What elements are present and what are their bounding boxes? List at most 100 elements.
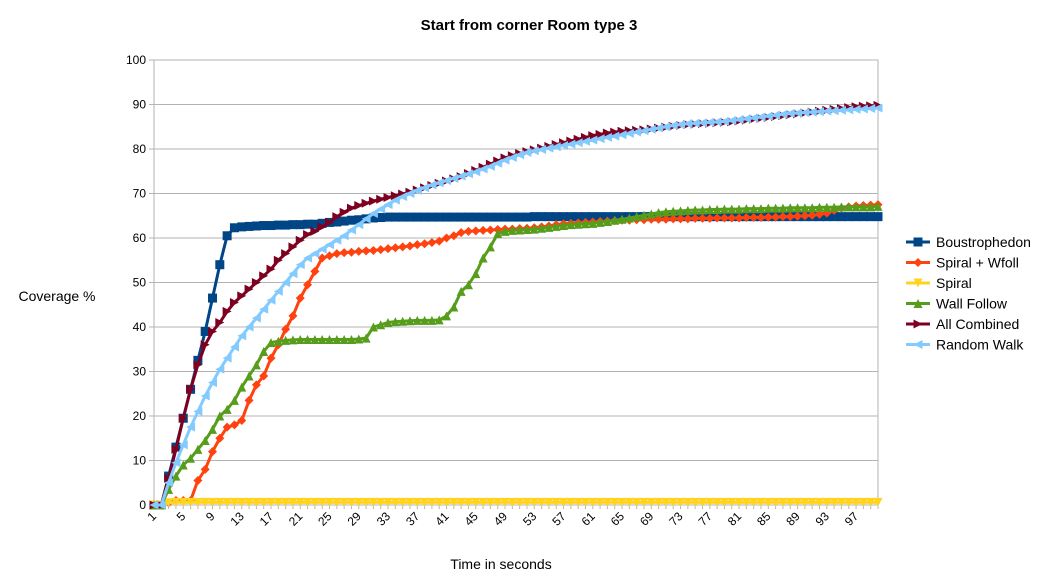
data-point-boustrophedon [259,221,269,231]
data-point-all-combined [215,318,225,328]
x-tick-label: 29 [345,509,365,529]
y-tick-label: 10 [133,454,147,468]
data-point-spiral [442,497,452,507]
data-point-spiral [741,497,751,507]
data-point-spiral-wfoll [383,244,393,254]
data-point-random-walk [661,122,671,132]
data-point-wall-follow [712,205,722,215]
data-point-spiral-wfoll [354,246,364,256]
data-point-wall-follow [668,206,678,216]
x-tick-label: 89 [783,509,803,529]
legend-label: Spiral + Wfoll [936,255,1019,271]
data-point-spiral [178,497,188,507]
data-point-spiral [354,497,364,507]
data-point-random-walk [866,104,876,114]
data-point-spiral-wfoll [208,447,218,457]
data-point-boustrophedon [507,212,517,222]
series-line-random-walk [154,106,879,507]
data-point-wall-follow [237,382,247,392]
data-point-wall-follow [471,269,481,279]
data-point-wall-follow [822,202,832,212]
data-point-spiral [873,497,883,507]
data-point-wall-follow [405,316,415,326]
data-point-boustrophedon [522,212,532,222]
data-point-all-combined [295,235,305,245]
x-tick-label: 85 [754,509,774,529]
data-point-random-walk [793,108,803,118]
data-point-all-combined [588,131,598,141]
data-point-random-walk [485,161,495,171]
data-point-spiral [858,497,868,507]
data-point-spiral-wfoll [303,280,313,290]
data-point-all-combined [244,284,254,294]
data-point-all-combined [325,217,335,227]
data-point-wall-follow [580,219,590,229]
data-point-random-walk [288,269,298,279]
data-point-random-walk [858,104,868,114]
data-point-spiral-wfoll [661,214,671,224]
data-point-spiral-wfoll [368,245,378,255]
data-point-spiral [829,497,839,507]
data-point-random-walk [229,342,239,352]
data-point-spiral [690,497,700,507]
data-point-random-walk [814,107,824,117]
data-point-boustrophedon [873,212,883,222]
data-point-random-walk [624,128,634,138]
data-point-boustrophedon [449,212,459,222]
y-tick-label: 70 [133,187,147,201]
data-point-wall-follow [646,209,656,219]
x-tick-label: 65 [608,509,628,529]
data-point-random-walk [566,139,576,149]
data-point-random-walk [259,304,269,314]
data-point-random-walk [442,176,452,186]
data-point-boustrophedon [193,355,203,365]
data-point-spiral [836,497,846,507]
data-point-wall-follow [215,411,225,421]
y-tick-labels: 0 10 20 30 40 50 60 70 80 90 100 [126,53,146,512]
legend-swatch-marker [913,258,923,267]
data-point-wall-follow [573,219,583,229]
data-point-wall-follow [354,334,364,344]
x-tick-label: 61 [579,509,599,529]
data-point-random-walk [844,105,854,115]
data-point-all-combined [602,128,612,138]
data-point-all-combined [368,196,378,206]
data-point-random-walk [595,134,605,144]
data-point-wall-follow [529,224,539,234]
data-point-all-combined [237,291,247,301]
series-layer [149,100,883,510]
data-point-random-walk [376,204,386,214]
data-point-spiral [186,497,196,507]
x-tick-label: 25 [315,509,335,529]
data-point-wall-follow [763,203,773,213]
data-point-boustrophedon [427,212,437,222]
data-point-boustrophedon [551,212,561,222]
data-point-wall-follow [617,214,627,224]
data-point-spiral [676,497,686,507]
data-point-wall-follow [551,221,561,231]
data-point-spiral [471,497,481,507]
data-point-spiral-wfoll [756,213,766,223]
data-point-spiral [383,497,393,507]
data-point-wall-follow [866,202,876,212]
data-point-spiral-wfoll [697,213,707,223]
data-point-random-walk [200,391,210,401]
data-point-boustrophedon [412,212,422,222]
y-tick-label: 40 [133,320,147,334]
data-point-random-walk [281,278,291,287]
legend: Boustrophedon Spiral + Wfoll Spiral Wall Fo… [906,234,1031,353]
data-point-all-combined [222,306,232,316]
data-point-wall-follow [829,202,839,212]
data-point-spiral-wfoll [749,213,759,223]
data-point-spiral [771,497,781,507]
data-point-spiral [544,497,554,507]
data-point-all-combined [580,132,590,142]
data-point-boustrophedon [537,212,547,222]
data-point-wall-follow [251,360,261,370]
y-tick-label: 20 [133,409,147,423]
legend-label: Spiral [936,275,972,291]
data-point-all-combined [610,127,620,137]
data-point-all-combined [354,201,364,211]
data-point-boustrophedon [595,212,605,222]
data-point-boustrophedon [529,212,539,222]
